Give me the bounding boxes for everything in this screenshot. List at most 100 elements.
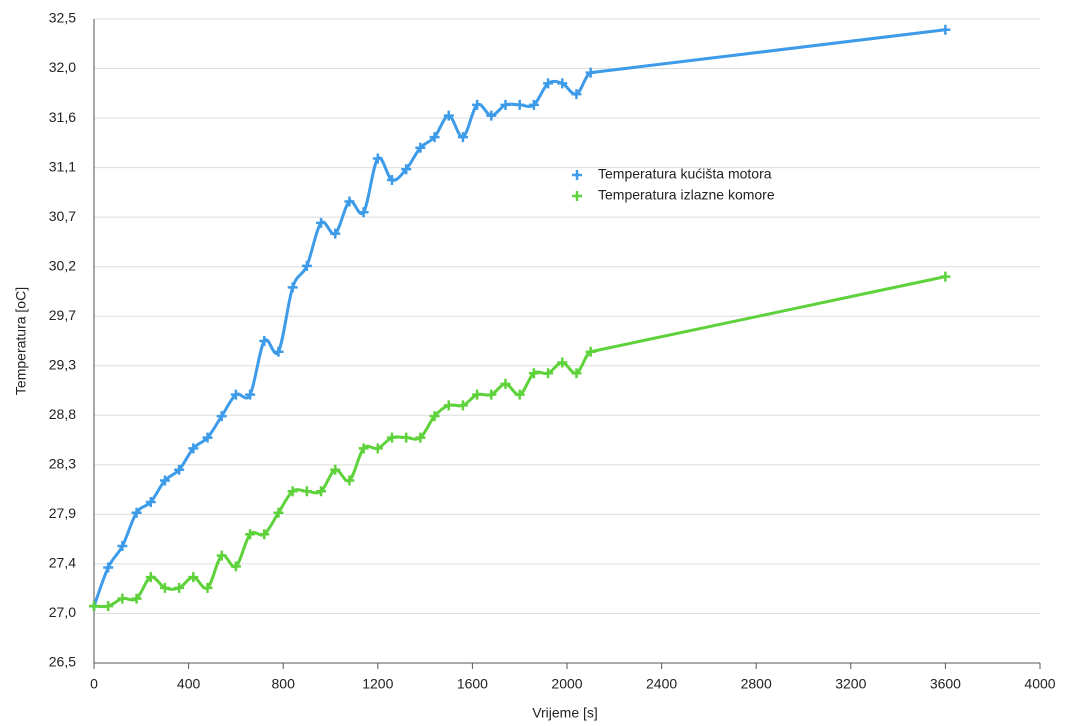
point-marker — [188, 443, 199, 454]
point-marker — [358, 443, 369, 454]
y-tick-label: 26,5 — [49, 654, 76, 670]
point-marker — [372, 443, 383, 454]
y-tick-label: 30,7 — [49, 208, 76, 224]
point-marker — [117, 541, 128, 552]
point-marker — [273, 346, 284, 357]
point-marker — [202, 582, 213, 593]
point-marker — [117, 593, 128, 604]
y-tick-label: 27,4 — [49, 555, 76, 571]
point-marker — [259, 529, 270, 540]
legend-label: Temperatura izlazne komore — [598, 187, 775, 203]
point-marker — [443, 110, 454, 121]
x-tick-label: 400 — [177, 676, 201, 692]
x-tick-label: 800 — [272, 676, 296, 692]
point-marker — [174, 582, 185, 593]
point-marker — [528, 368, 539, 379]
x-tick-label: 3600 — [930, 676, 961, 692]
point-marker — [472, 389, 483, 400]
point-marker — [188, 572, 199, 583]
legend-label: Temperatura kućišta motora — [598, 166, 772, 182]
y-tick-label: 29,7 — [49, 307, 76, 323]
point-marker — [131, 593, 142, 604]
point-marker — [330, 464, 341, 475]
point-marker — [330, 228, 341, 239]
point-marker — [103, 601, 114, 612]
point-marker — [528, 99, 539, 110]
point-marker — [557, 357, 568, 368]
point-marker — [401, 432, 412, 443]
point-marker — [386, 175, 397, 185]
y-axis-label: Temperatura [oC] — [13, 287, 29, 395]
point-marker — [159, 475, 170, 486]
point-marker — [245, 529, 256, 540]
point-marker — [415, 142, 426, 153]
point-marker — [131, 507, 142, 518]
y-tick-label: 27,0 — [49, 604, 76, 620]
point-marker — [145, 572, 156, 583]
point-marker — [372, 153, 383, 164]
legend-marker — [572, 170, 582, 180]
point-marker — [301, 260, 312, 271]
point-marker — [287, 282, 298, 293]
point-marker — [543, 78, 554, 89]
point-marker — [415, 432, 426, 443]
point-marker — [543, 368, 554, 379]
point-marker — [940, 271, 951, 282]
point-marker — [386, 432, 397, 443]
point-marker — [316, 486, 327, 497]
point-marker — [344, 475, 355, 486]
point-marker — [273, 507, 284, 518]
point-marker — [557, 78, 568, 89]
point-marker — [245, 389, 256, 400]
point-marker — [230, 561, 241, 572]
y-tick-label: 31,6 — [49, 109, 76, 125]
x-tick-label: 2400 — [646, 676, 677, 692]
y-tick-label: 31,1 — [49, 158, 76, 174]
y-tick-label: 27,9 — [49, 505, 76, 521]
point-marker — [287, 486, 298, 497]
point-marker — [429, 132, 440, 143]
x-tick-label: 1200 — [362, 676, 393, 692]
y-tick-label: 28,8 — [49, 406, 76, 422]
point-marker — [103, 562, 114, 573]
x-axis-label: Vrijeme [s] — [532, 705, 598, 721]
point-marker — [500, 99, 511, 110]
point-marker — [486, 389, 497, 400]
point-marker — [230, 389, 241, 400]
point-marker — [472, 99, 483, 110]
point-marker — [216, 550, 227, 561]
point-marker — [145, 497, 156, 507]
point-marker — [443, 400, 454, 411]
point-marker — [585, 346, 596, 357]
y-tick-label: 32,5 — [49, 10, 76, 26]
point-marker — [344, 196, 355, 207]
point-marker — [486, 110, 497, 121]
point-marker — [457, 132, 468, 143]
y-tick-label: 29,3 — [49, 356, 76, 372]
y-tick-label: 32,0 — [49, 59, 76, 75]
point-marker — [571, 368, 582, 379]
point-marker — [940, 24, 951, 35]
point-marker — [514, 389, 525, 400]
y-tick-label: 30,2 — [49, 257, 76, 273]
y-tick-label: 28,3 — [49, 456, 76, 472]
x-tick-label: 0 — [90, 676, 98, 692]
point-marker — [89, 601, 99, 612]
point-marker — [174, 464, 185, 475]
point-marker — [216, 411, 227, 422]
legend-marker — [572, 191, 582, 201]
point-marker — [585, 67, 596, 78]
point-marker — [259, 336, 270, 346]
point-marker — [571, 89, 582, 100]
point-marker — [316, 217, 327, 228]
x-tick-label: 2000 — [551, 676, 582, 692]
x-tick-label: 3200 — [835, 676, 866, 692]
point-marker — [358, 207, 369, 218]
x-tick-label: 4000 — [1024, 676, 1055, 692]
point-marker — [159, 582, 170, 593]
point-marker — [457, 400, 468, 411]
series-line — [92, 28, 946, 607]
x-tick-label: 2800 — [741, 676, 772, 692]
point-marker — [401, 164, 412, 175]
